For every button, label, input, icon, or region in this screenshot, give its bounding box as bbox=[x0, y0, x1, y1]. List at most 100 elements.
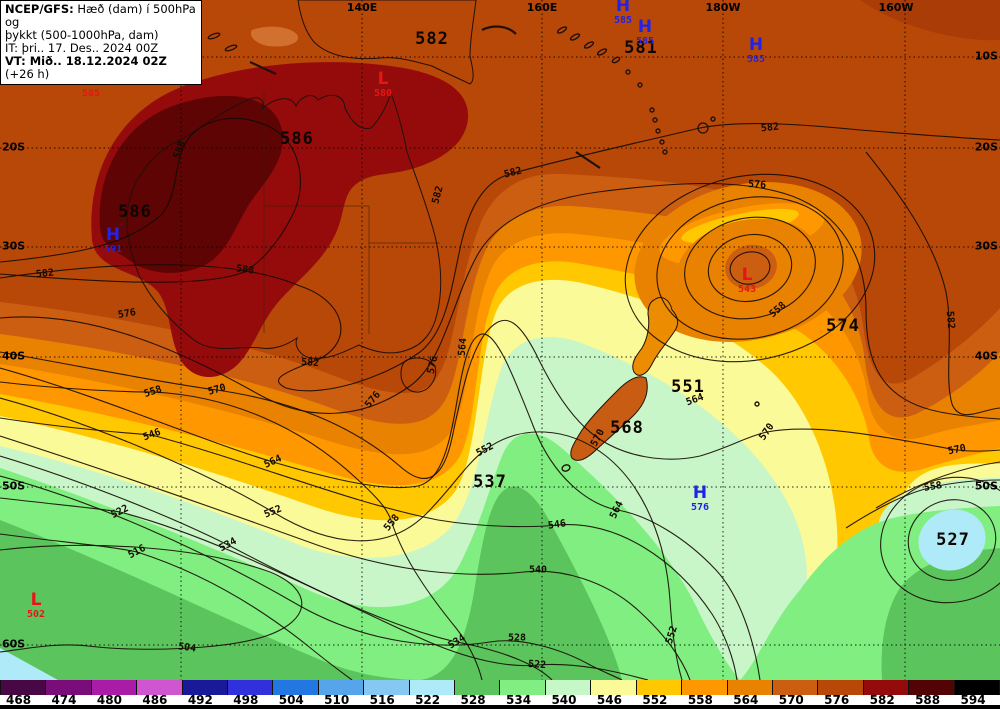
colorbar-value-label: 504 bbox=[278, 693, 304, 707]
high-glyph: H bbox=[692, 483, 708, 503]
latitude-label-left: 30S bbox=[2, 239, 26, 253]
island-coastline bbox=[561, 464, 571, 472]
cold-pool-fill bbox=[918, 509, 986, 571]
height-extremum-label: 551 bbox=[671, 377, 705, 397]
title-line-1: NCEP/GFS: Hæð (dam) í 500hPa og bbox=[5, 2, 196, 29]
height-contour bbox=[0, 497, 649, 680]
latitude-label-left: 20S bbox=[2, 140, 26, 154]
latitude-label-left: 50S bbox=[2, 479, 26, 493]
colorbar-swatch bbox=[455, 680, 501, 695]
thickness-colorbar bbox=[0, 680, 1000, 695]
island-coastline bbox=[583, 41, 595, 49]
height-contour-ring bbox=[707, 234, 793, 302]
colorbar-value-label: 474 bbox=[51, 693, 77, 707]
island-coastline bbox=[655, 128, 661, 134]
high-glyph: H bbox=[637, 17, 653, 37]
height-contour-ring bbox=[684, 216, 816, 320]
height-contour bbox=[0, 533, 353, 680]
colorbar-swatch bbox=[863, 680, 910, 695]
island-coastline bbox=[659, 139, 665, 145]
bottom-strip bbox=[0, 705, 1000, 709]
island-coastline bbox=[710, 116, 716, 122]
island-coastline bbox=[637, 82, 643, 88]
low-pressure-marker: L 580 bbox=[374, 71, 392, 99]
colorbar-swatch bbox=[545, 680, 592, 695]
height-extremum-label: 527 bbox=[936, 530, 970, 550]
island-coastline bbox=[224, 44, 238, 52]
island-coastline bbox=[481, 25, 517, 35]
colorbar-swatch bbox=[591, 680, 637, 695]
title-line-4: VT: Mið.. 18.12.2024 02Z (+26 h) bbox=[5, 54, 167, 81]
colorbar-swatch bbox=[318, 680, 365, 695]
island-coastline bbox=[556, 26, 568, 34]
height-contour-ring bbox=[624, 173, 876, 363]
height-contour bbox=[0, 544, 303, 653]
colorbar-value-label: 558 bbox=[687, 693, 713, 707]
colorbar-value-label: 522 bbox=[415, 693, 441, 707]
height-extremum-label: 582 bbox=[415, 29, 449, 49]
high-glyph: H bbox=[615, 0, 631, 16]
colorbar-value-label: 498 bbox=[233, 693, 259, 707]
colorbar-swatch bbox=[500, 680, 546, 695]
high-pressure-marker: H 591 bbox=[104, 227, 122, 255]
height-contour bbox=[0, 117, 301, 283]
colorbar-value-label: 576 bbox=[824, 693, 850, 707]
contour-value-label: 522 bbox=[527, 658, 547, 672]
colorbar-value-label: 588 bbox=[915, 693, 941, 707]
longitude-label: 160E bbox=[526, 1, 558, 14]
low-glyph: L bbox=[741, 265, 753, 285]
latitude-label-left: 40S bbox=[2, 349, 26, 363]
island-coastline bbox=[652, 117, 658, 123]
height-contour bbox=[0, 333, 761, 680]
height-extremum-label: 586 bbox=[280, 129, 314, 149]
pressure-value: 585 bbox=[81, 88, 101, 99]
colorbar-swatch bbox=[954, 680, 1000, 695]
colorbar-swatch bbox=[46, 680, 92, 695]
colorbar-swatch bbox=[727, 680, 773, 695]
colorbar-swatch bbox=[182, 680, 229, 695]
contour-value-label: 582 bbox=[760, 121, 780, 135]
island-coastline bbox=[662, 149, 668, 155]
longitude-label: 160W bbox=[878, 1, 914, 14]
thickness-band bbox=[0, 486, 622, 680]
height-contour bbox=[0, 475, 623, 680]
title-line-2: þykkt (500-1000hPa, dam) bbox=[5, 28, 159, 42]
island-coastline bbox=[611, 56, 621, 64]
height-contour bbox=[0, 122, 1000, 392]
coastline bbox=[570, 376, 648, 461]
colorbar-labels: 468 474 480 486 492 498 504 510 516 522 528 534 540 5… bbox=[0, 693, 1000, 707]
pressure-value: 585 bbox=[746, 54, 766, 65]
colorbar-swatch bbox=[228, 680, 274, 695]
colorbar-swatch bbox=[682, 680, 728, 695]
map-canvas bbox=[0, 0, 1000, 680]
coastline bbox=[400, 357, 437, 393]
contour-value-label: 588 bbox=[235, 263, 255, 277]
low-pressure-marker: L 543 bbox=[738, 267, 756, 295]
pressure-value: 543 bbox=[737, 284, 757, 295]
colorbar-value-label: 528 bbox=[460, 693, 486, 707]
colorbar-value-label: 480 bbox=[96, 693, 122, 707]
island-coastline bbox=[249, 61, 277, 75]
pressure-value: 576 bbox=[690, 502, 710, 513]
colorbar-swatch bbox=[772, 680, 819, 695]
contour-value-label: 576 bbox=[747, 178, 767, 192]
island-coastline bbox=[649, 107, 655, 113]
colorbar-swatch bbox=[818, 680, 864, 695]
title-box: NCEP/GFS: Hæð (dam) í 500hPa og þykkt (5… bbox=[0, 0, 202, 85]
colorbar-swatch bbox=[91, 680, 138, 695]
high-glyph: H bbox=[105, 225, 121, 245]
height-contour-ring bbox=[880, 476, 1000, 604]
pressure-value: 585 bbox=[635, 36, 655, 47]
high-pressure-marker: H 576 bbox=[691, 485, 709, 513]
thickness-band bbox=[881, 548, 1000, 680]
height-contour bbox=[0, 182, 1000, 420]
colorbar-value-label: 582 bbox=[869, 693, 895, 707]
pressure-value: 502 bbox=[26, 609, 46, 620]
thickness-blob bbox=[99, 95, 283, 273]
height-contour bbox=[875, 461, 1000, 509]
island-coastline bbox=[575, 151, 601, 169]
pressure-value: 585 bbox=[613, 15, 633, 26]
thickness-blob bbox=[250, 26, 299, 47]
pressure-value: 580 bbox=[373, 88, 393, 99]
